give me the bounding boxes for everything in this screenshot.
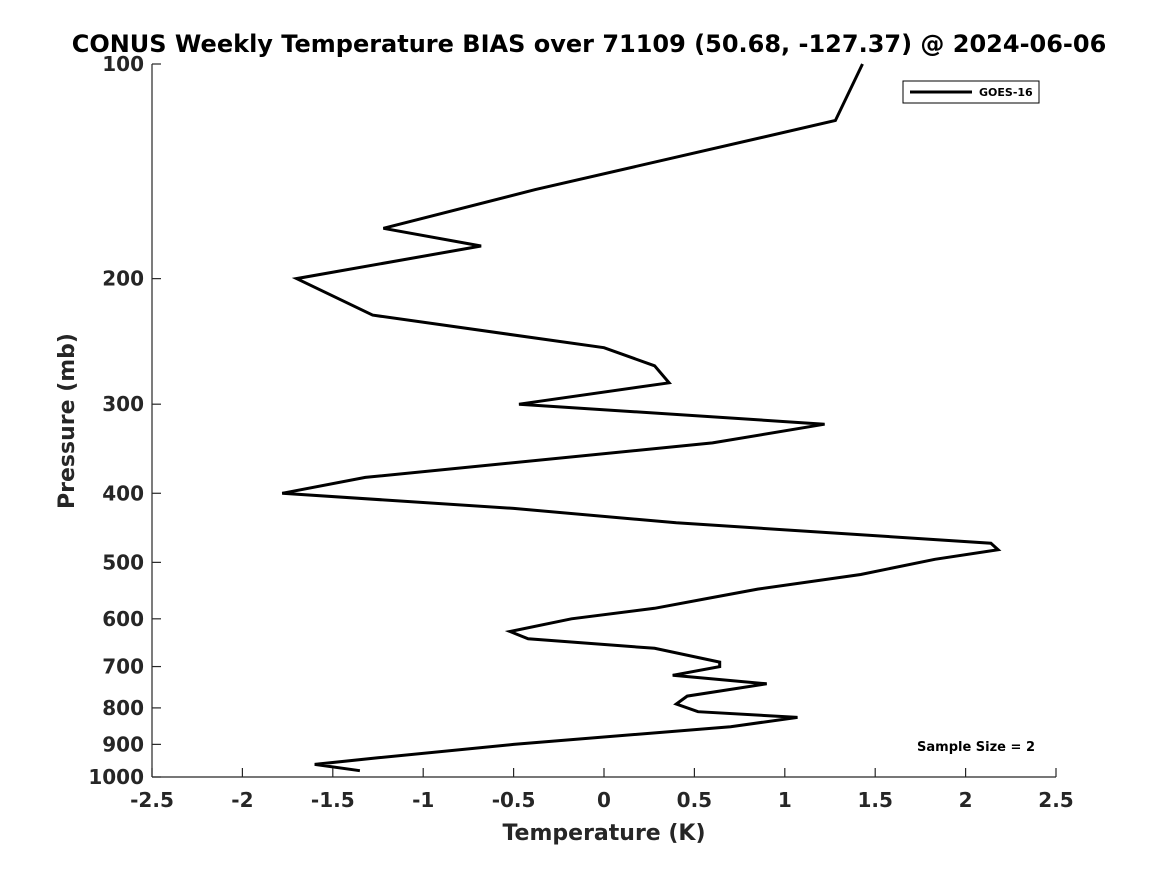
y-tick-label: 900 <box>102 732 144 756</box>
x-tick-label: 2.5 <box>1038 788 1073 812</box>
y-axis-label: Pressure (mb) <box>55 333 80 509</box>
y-tick-label: 1000 <box>88 765 144 789</box>
chart-title: CONUS Weekly Temperature BIAS over 71109… <box>72 30 1107 58</box>
x-tick-label: -0.5 <box>492 788 536 812</box>
x-tick-label: 1.5 <box>857 788 892 812</box>
y-tick-label: 200 <box>102 267 144 291</box>
plot-area <box>152 64 1056 777</box>
y-tick-label: 100 <box>102 52 144 76</box>
plot-layer <box>281 63 1002 773</box>
y-tick-label: 800 <box>102 696 144 720</box>
x-tick-label: -2 <box>231 788 253 812</box>
x-tick-label: -2.5 <box>130 788 174 812</box>
y-tick-label: 300 <box>102 392 144 416</box>
y-tick-label: 400 <box>102 481 144 505</box>
y-tick-label: 700 <box>102 655 144 679</box>
x-tick-label: 1 <box>778 788 792 812</box>
x-tick-label: 0 <box>597 788 611 812</box>
sample-size-annotation: Sample Size = 2 <box>917 740 1035 755</box>
x-tick-label: 2 <box>959 788 973 812</box>
x-tick-label: -1.5 <box>311 788 355 812</box>
y-tick-label: 500 <box>102 550 144 574</box>
axes-layer: -2.5 -2 -1.5 -1 -0.5 0 0.5 1 1.5 2 2.5 100 200 300 400… <box>88 52 1073 812</box>
x-axis-label: Temperature (K) <box>502 821 705 846</box>
y-tick-label: 600 <box>102 607 144 631</box>
x-tick-label: -1 <box>412 788 434 812</box>
series-line-goes-16 <box>281 63 1002 773</box>
legend-label-goes-16: GOES-16 <box>979 86 1033 99</box>
legend: GOES-16 <box>902 80 1040 104</box>
x-tick-label: 0.5 <box>677 788 712 812</box>
